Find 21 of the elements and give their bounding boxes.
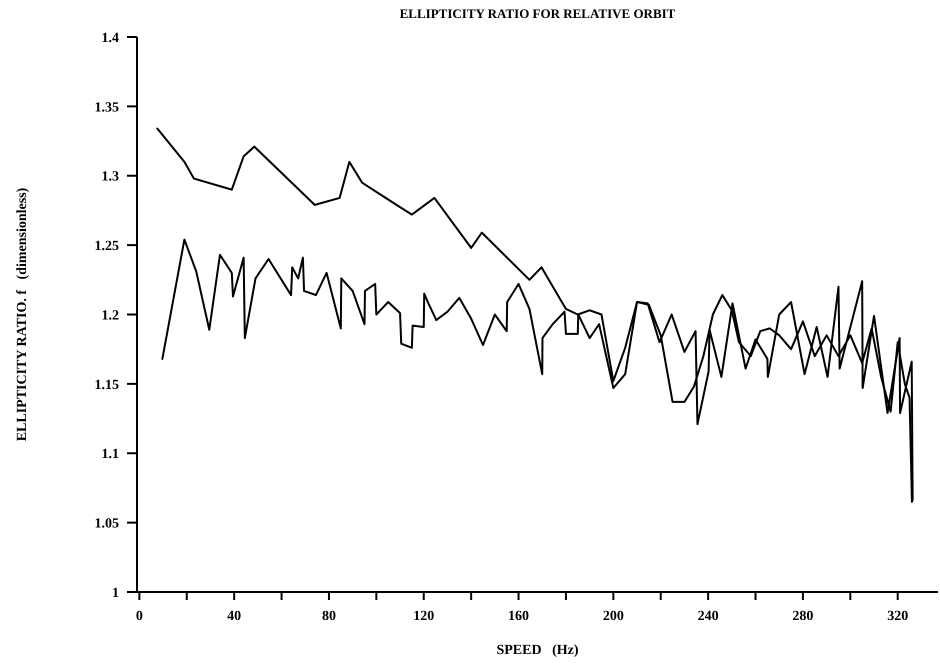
x-tick-label: 40 (227, 609, 242, 624)
x-tick-label: 160 (508, 609, 530, 624)
x-tick-label: 240 (698, 609, 719, 624)
y-tick-label: 1.35 (94, 100, 119, 116)
x-tick-label: 280 (792, 609, 814, 624)
y-tick-label: 1.15 (94, 378, 119, 393)
x-tick-label: 0 (136, 609, 143, 624)
x-tick-label: 320 (887, 609, 908, 624)
y-tick-label: 1.1 (102, 447, 119, 462)
y-tick-label: 1.05 (94, 516, 119, 532)
x-axis-title: SPEED (Hz) (496, 643, 579, 658)
x-tick-label: 200 (602, 609, 624, 624)
y-axis-title: ELLIPTICITY RATIO. f (dimensionless) (15, 187, 30, 442)
y-tick-label: 1.25 (94, 239, 119, 254)
y-tick-label: 1.4 (102, 30, 119, 46)
chart-title: ELLIPTICITY RATIO FOR RELATIVE ORBIT (400, 6, 676, 21)
y-tick-label: 1 (112, 586, 119, 601)
x-tick-label: 80 (322, 609, 336, 624)
y-tick-label: 1.3 (102, 170, 119, 185)
y-tick-label: 1.2 (102, 308, 119, 324)
x-tick-label: 120 (413, 609, 434, 624)
